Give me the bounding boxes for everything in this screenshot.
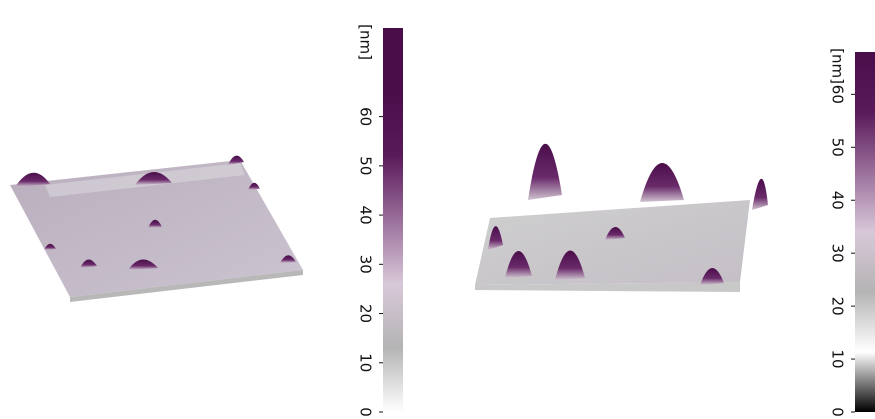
tick-label: 20 (357, 304, 375, 323)
tick-label: 60 (357, 107, 375, 126)
surface-1 (10, 156, 303, 302)
surface-2 (475, 144, 768, 292)
colorbar (383, 28, 403, 412)
tick-label: 20 (829, 297, 847, 316)
tick-label: 40 (829, 191, 847, 210)
tick-label: 0 (829, 407, 847, 417)
figure: 0102030405060[nm]0102030405060[nm] (0, 0, 875, 419)
tick-label: 60 (829, 85, 847, 104)
colorbar-label: [nm] (829, 48, 847, 84)
tick-label: 30 (829, 244, 847, 263)
tick-label: 10 (357, 353, 375, 372)
tick-label: 30 (357, 255, 375, 274)
colorbar (855, 52, 875, 412)
colorbar-label: [nm] (357, 24, 375, 60)
tick-label: 50 (829, 138, 847, 157)
tick-label: 0 (357, 407, 375, 417)
tick-label: 10 (829, 350, 847, 369)
tick-label: 50 (357, 156, 375, 175)
tick-label: 40 (357, 206, 375, 225)
